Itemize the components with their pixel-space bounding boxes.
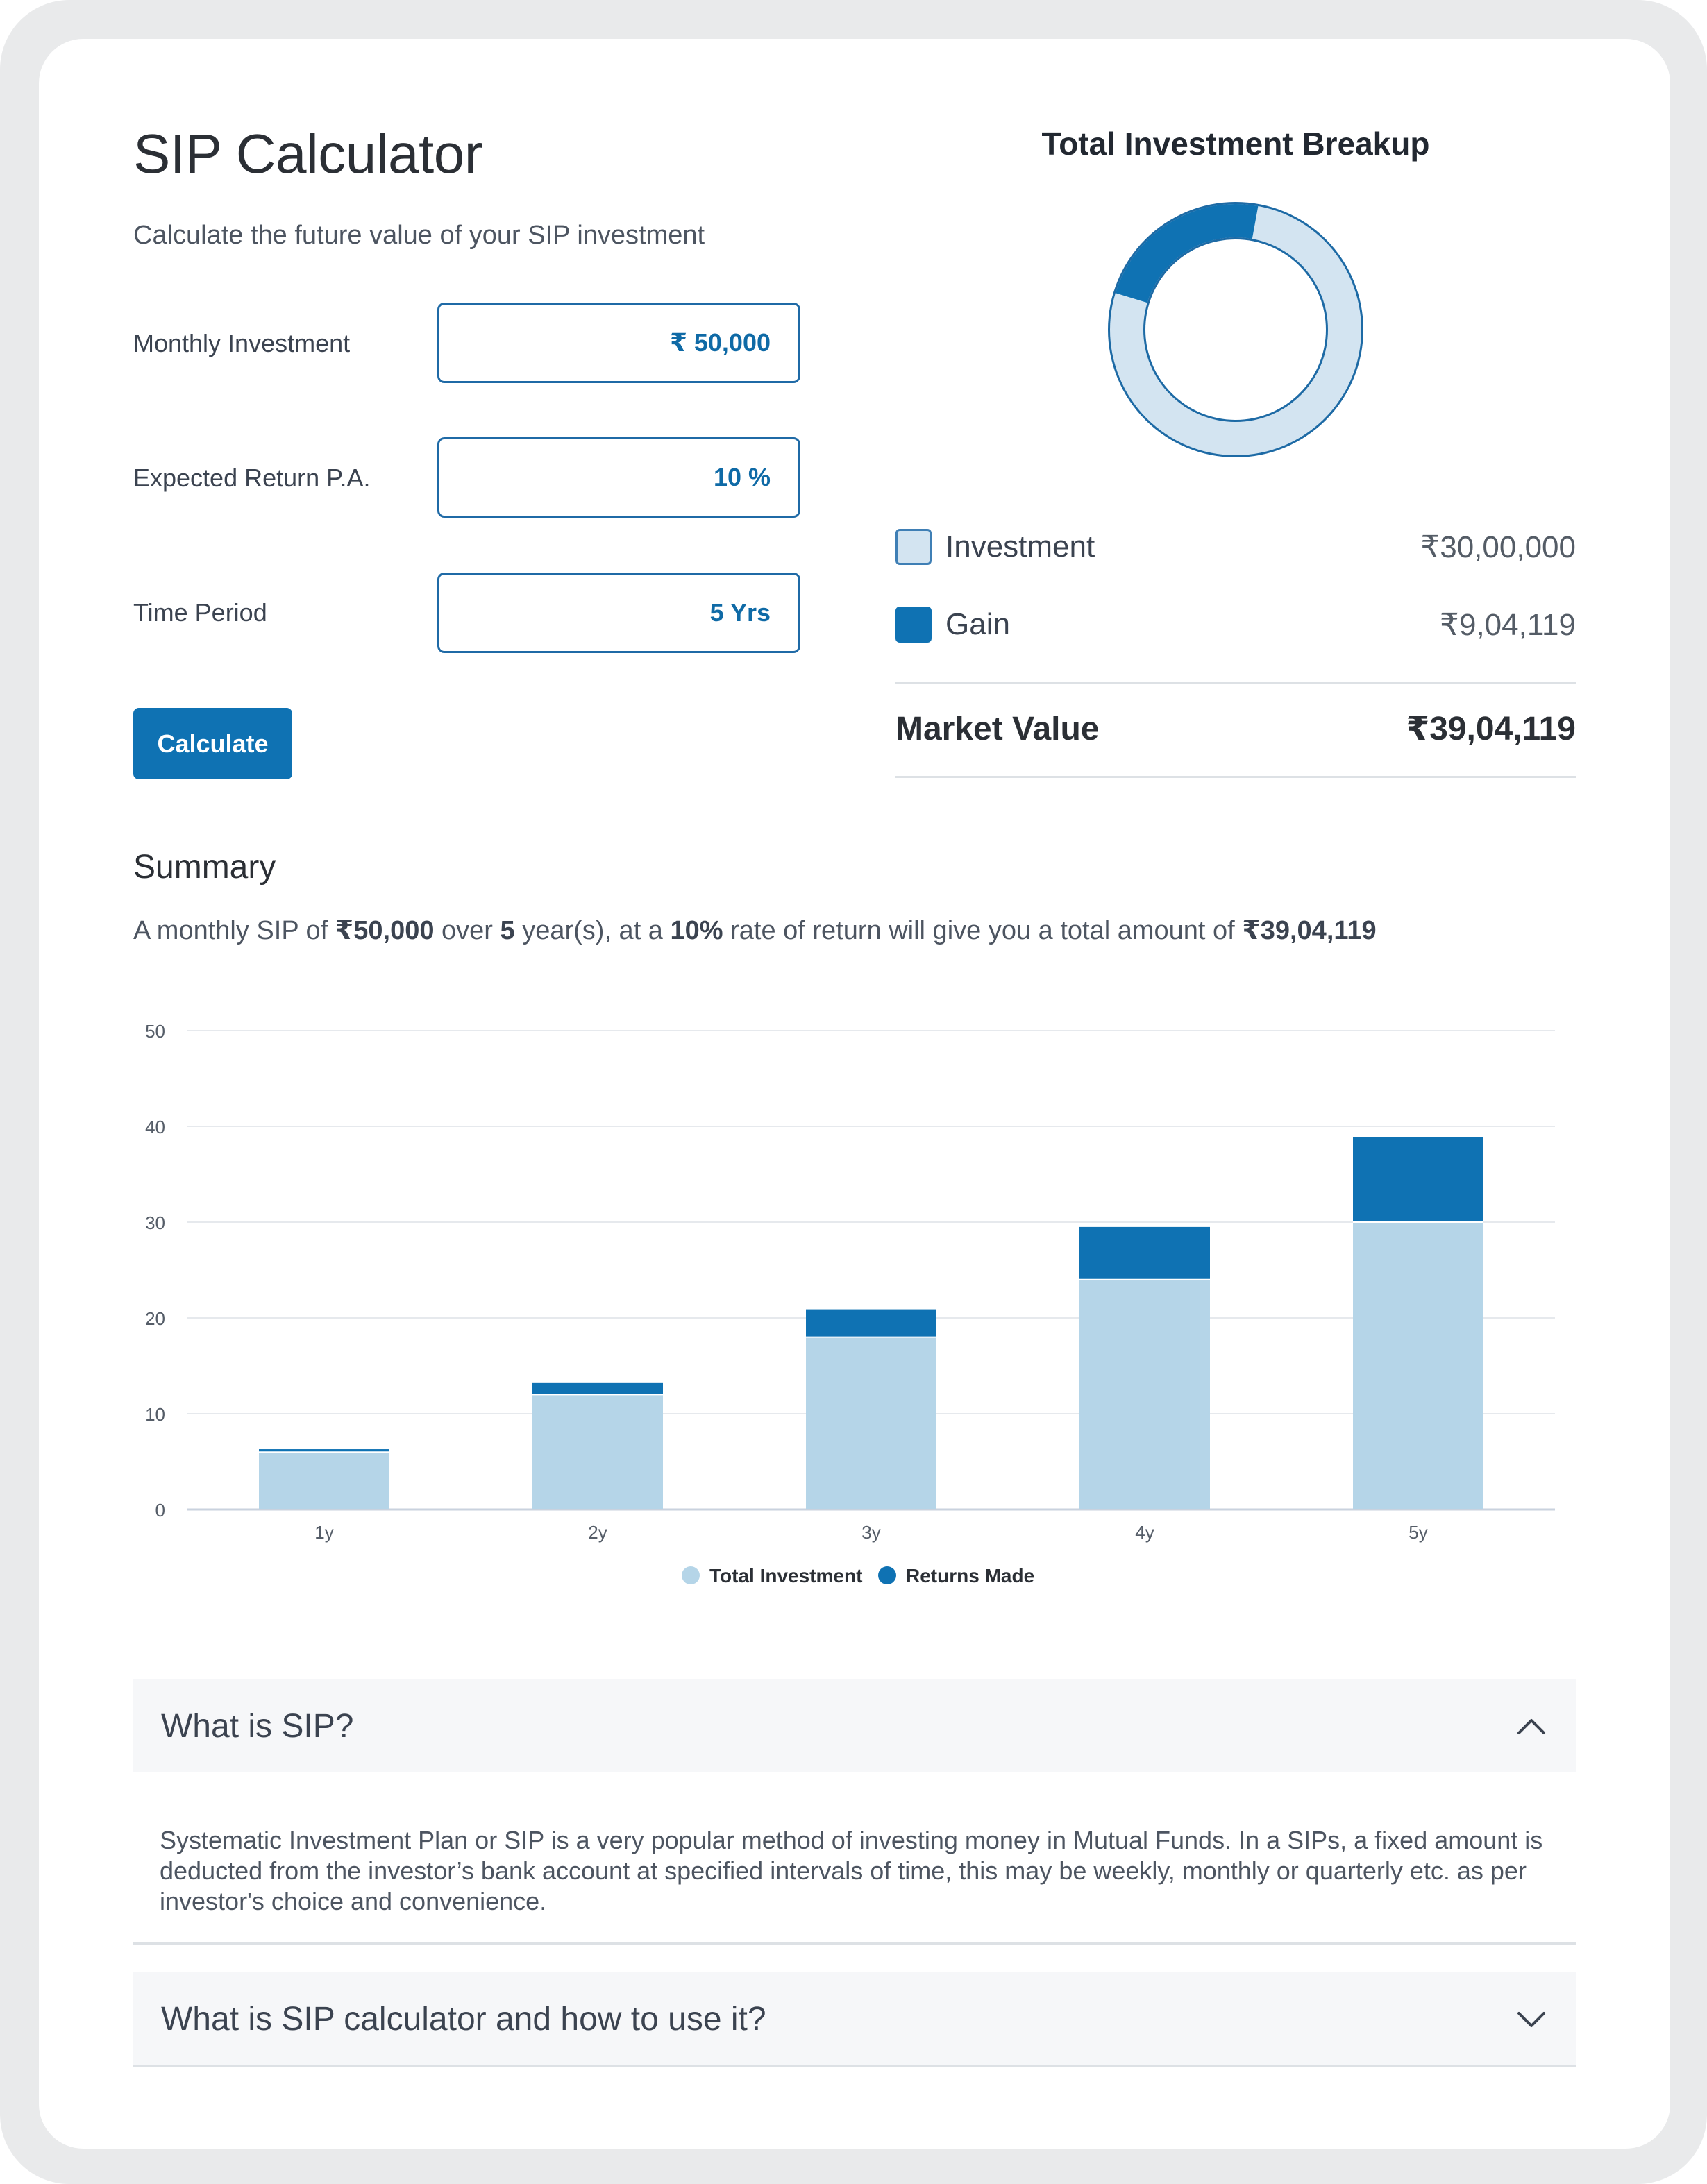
chevron-down-icon[interactable] xyxy=(1515,2002,1548,2035)
x-tick-label: 4y xyxy=(1135,1522,1154,1543)
divider xyxy=(133,2065,1576,2067)
faq-question: What is SIP? xyxy=(161,1707,354,1745)
faq-question: What is SIP calculator and how to use it… xyxy=(161,2000,766,2038)
x-tick-label: 3y xyxy=(861,1522,880,1543)
investment-donut-chart xyxy=(1108,202,1363,457)
summary-rate: 10% xyxy=(670,916,723,945)
time-period-label: Time Period xyxy=(133,598,267,627)
summary-amount: ₹50,000 xyxy=(335,916,435,945)
investment-label: Investment xyxy=(945,530,1095,564)
gain-label: Gain xyxy=(945,607,1010,641)
monthly-investment-label: Monthly Investment xyxy=(133,329,351,357)
breakup-title: Total Investment Breakup xyxy=(1041,126,1430,162)
summary-text-part: rate of return will give you a total amo… xyxy=(723,916,1243,945)
legend-investment: Investment ₹30,00,000 xyxy=(895,526,1576,568)
y-tick-label: 10 xyxy=(145,1404,165,1425)
divider xyxy=(895,776,1576,778)
divider xyxy=(133,1942,1576,1945)
y-tick-label: 30 xyxy=(145,1212,165,1233)
bar-total-investment xyxy=(1079,1279,1210,1509)
legend-label: Total Investment xyxy=(709,1565,862,1586)
legend-gain: Gain ₹9,04,119 xyxy=(895,604,1576,645)
time-period-input[interactable]: 5 Yrs xyxy=(437,573,800,653)
market-value-label: Market Value xyxy=(895,710,1100,747)
x-tick-label: 2y xyxy=(588,1522,607,1543)
summary-title: Summary xyxy=(133,849,276,886)
bar-returns-made xyxy=(532,1382,663,1395)
faq-item-what-is-sip[interactable]: What is SIP? xyxy=(133,1679,1576,1772)
divider xyxy=(895,682,1576,684)
y-tick-label: 20 xyxy=(145,1308,165,1329)
legend-marker xyxy=(878,1566,896,1584)
bar-returns-made xyxy=(806,1309,936,1337)
summary-text-part: year(s), at a xyxy=(514,916,671,945)
page-subtitle: Calculate the future value of your SIP i… xyxy=(133,221,705,250)
faq-item-sip-calculator[interactable]: What is SIP calculator and how to use it… xyxy=(133,1972,1576,2065)
investment-value: ₹30,00,000 xyxy=(1420,530,1576,564)
summary-years: 5 xyxy=(500,916,515,945)
donut-gain-segment xyxy=(1115,204,1259,303)
bar-total-investment xyxy=(1353,1222,1483,1509)
y-tick-label: 40 xyxy=(145,1117,165,1137)
page-title: SIP Calculator xyxy=(133,123,482,185)
y-tick-label: 50 xyxy=(145,1021,165,1042)
summary-text-part: over xyxy=(434,916,501,945)
returns-bar-chart: 0 10 20 30 40 50 1y 2y 3y 4y 5y Total Investment Ret… xyxy=(145,1021,1555,1586)
gain-swatch xyxy=(895,607,932,643)
gain-value: ₹9,04,119 xyxy=(1439,607,1576,642)
market-value-row: Market Value ₹39,04,119 xyxy=(895,709,1576,748)
legend-label: Returns Made xyxy=(906,1565,1034,1586)
monthly-investment-input[interactable]: ₹ 50,000 xyxy=(437,303,800,383)
x-tick-label: 1y xyxy=(314,1522,333,1543)
market-value: ₹39,04,119 xyxy=(1406,711,1576,747)
faq-answer: Systematic Investment Plan or SIP is a v… xyxy=(160,1826,1543,1915)
summary-total: ₹39,04,119 xyxy=(1242,916,1377,945)
x-tick-label: 5y xyxy=(1409,1522,1427,1543)
y-tick-label: 0 xyxy=(155,1500,165,1521)
legend-marker xyxy=(682,1566,700,1584)
summary-text-part: A monthly SIP of xyxy=(133,916,335,945)
bar-total-investment xyxy=(532,1394,663,1509)
chevron-up-icon[interactable] xyxy=(1515,1709,1548,1743)
bar-returns-made xyxy=(1353,1137,1483,1222)
expected-return-input[interactable]: 10 % xyxy=(437,437,800,518)
calculator-card xyxy=(39,39,1670,2149)
summary-text: A monthly SIP of ₹50,000 over 5 year(s),… xyxy=(133,915,1377,946)
expected-return-label: Expected Return P.A. xyxy=(133,464,371,492)
calculate-button[interactable]: Calculate xyxy=(133,708,292,779)
bar-returns-made xyxy=(259,1449,389,1453)
bar-total-investment xyxy=(259,1452,389,1509)
bar-returns-made xyxy=(1079,1226,1210,1280)
investment-swatch xyxy=(895,529,932,565)
bar-total-investment xyxy=(806,1337,936,1509)
